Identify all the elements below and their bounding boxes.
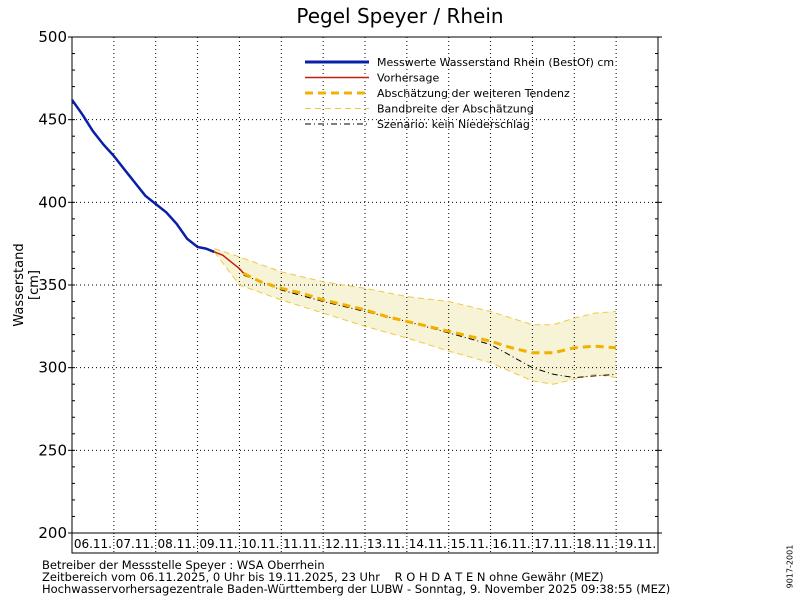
x-tick-label: 11.11. xyxy=(283,537,321,551)
x-tick-label: 17.11. xyxy=(534,537,572,551)
y-tick-label: 400 xyxy=(38,193,67,211)
legend-label: Bandbreite der Abschätzung xyxy=(377,103,534,116)
x-tick-label: 09.11. xyxy=(199,537,237,551)
chart-title: Pegel Speyer / Rhein xyxy=(296,4,504,28)
y-tick-label: 350 xyxy=(38,276,67,294)
series-range-lower-line xyxy=(213,251,617,385)
series-measured-line xyxy=(70,99,215,254)
x-tick-label: 15.11. xyxy=(451,537,489,551)
y-tick-label: 300 xyxy=(38,359,67,377)
x-tick-label: 12.11. xyxy=(325,537,363,551)
legend-label: Vorhersage xyxy=(377,72,439,85)
y-tick-label: 250 xyxy=(38,441,67,459)
x-tick-label: 06.11. xyxy=(74,537,112,551)
footer-timerange: Zeitbereich vom 06.11.2025, 0 Uhr bis 19… xyxy=(42,570,604,584)
legend-label: Szenario: kein Niederschlag xyxy=(377,118,530,131)
y-tick-label: 200 xyxy=(38,524,67,542)
x-tick-label: 10.11. xyxy=(241,537,279,551)
footer-source: Hochwasservorhersagezentrale Baden-Württ… xyxy=(42,582,671,596)
x-tick-label: 07.11. xyxy=(116,537,154,551)
y-tick-label: 500 xyxy=(38,28,67,46)
x-tick-label: 19.11. xyxy=(618,537,656,551)
series-range-upper-line xyxy=(214,248,617,326)
footer-operator: Betreiber der Messstelle Speyer : WSA Ob… xyxy=(42,558,325,572)
x-tick-label: 08.11. xyxy=(158,537,196,551)
legend-label: Messwerte Wasserstand Rhein (BestOf) cm xyxy=(377,56,614,69)
series-no-rain-line xyxy=(243,274,617,379)
x-tick-label: 16.11. xyxy=(492,537,530,551)
series-forecast-line xyxy=(214,251,245,274)
y-tick-label: 450 xyxy=(38,111,67,129)
x-tick-label: 13.11. xyxy=(367,537,405,551)
x-tick-label: 14.11. xyxy=(409,537,447,551)
range-band-fill xyxy=(214,248,617,385)
legend-label: Abschätzung der weiteren Tendenz xyxy=(377,87,570,100)
x-tick-label: 18.11. xyxy=(576,537,614,551)
